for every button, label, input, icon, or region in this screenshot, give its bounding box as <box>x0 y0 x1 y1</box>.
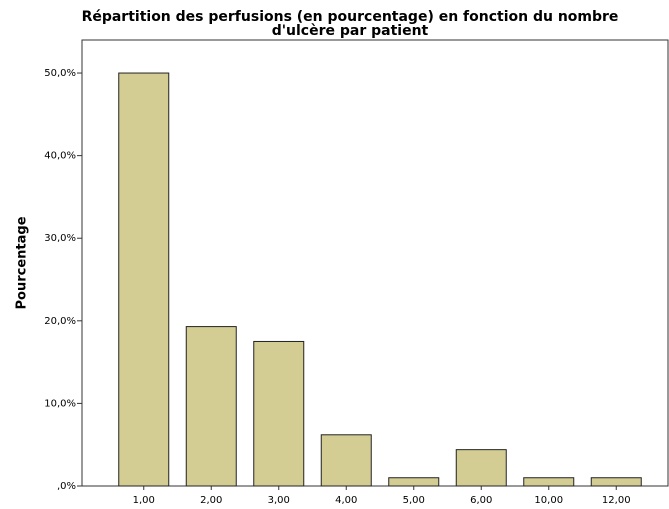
plot-frame <box>81 39 669 487</box>
bar <box>185 326 237 487</box>
y-tick-label: 50,0% <box>44 68 76 79</box>
bar <box>118 72 170 487</box>
chart-title: Répartition des perfusions (en pourcenta… <box>82 9 619 25</box>
y-tick-label: 10,0% <box>44 398 76 409</box>
bar <box>455 449 507 487</box>
y-tick-label: 40,0% <box>44 151 76 162</box>
y-tick-label: 20,0% <box>44 316 76 327</box>
y-axis-title: Pourcentage <box>15 216 30 309</box>
x-tick-label: 3,00 <box>268 495 290 506</box>
y-tick-label: ,0% <box>57 481 76 492</box>
x-tick-label: 1,00 <box>133 495 155 506</box>
x-tick-label: 10,00 <box>534 495 563 506</box>
x-tick-label: 5,00 <box>403 495 425 506</box>
x-tick-label: 4,00 <box>335 495 357 506</box>
bar <box>320 434 372 487</box>
x-tick-label: 12,00 <box>602 495 631 506</box>
x-tick-label: 2,00 <box>200 495 222 506</box>
bar <box>523 477 575 487</box>
x-tick-label: 6,00 <box>470 495 492 506</box>
chart-title: d'ulcère par patient <box>272 23 429 39</box>
y-tick-label: 30,0% <box>44 233 76 244</box>
bar <box>590 477 642 487</box>
bar <box>253 340 305 487</box>
bar <box>388 477 440 487</box>
